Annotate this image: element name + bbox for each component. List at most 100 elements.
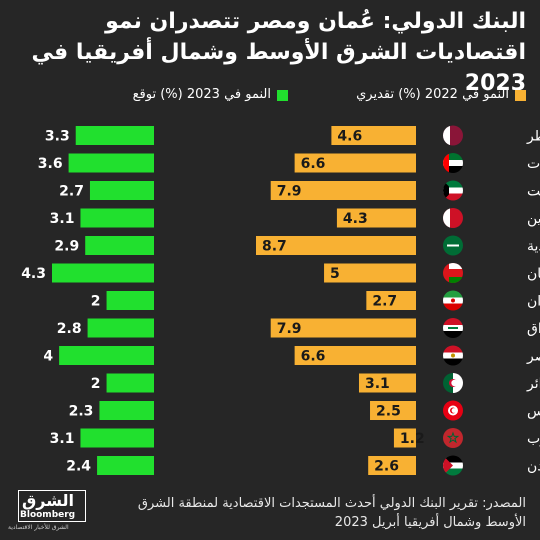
country-label: البحرين: [527, 211, 540, 227]
value-label-2022: 5: [330, 266, 340, 282]
legend-label-2022: النمو في 2022 (%) تقديري: [356, 87, 509, 102]
iran-flag-icon: [443, 290, 463, 311]
morocco-flag-icon-body: [443, 428, 463, 448]
uae-flag-icon-red: [443, 153, 449, 173]
bar-2023: [106, 373, 154, 393]
bar-2022: [336, 208, 416, 228]
value-label-2022: 6.6: [301, 156, 326, 172]
bar-2023: [99, 401, 154, 420]
legend-item-2023: النمو في 2023 (%) توقع: [133, 87, 288, 103]
bar-2023: [68, 153, 154, 173]
oman-flag-icon-white: [449, 263, 463, 269]
bar-2022: [358, 373, 416, 393]
qatar-flag-icon-hoist: [443, 125, 450, 146]
iraq-flag-icon: [443, 318, 463, 338]
uae-flag-icon-black: [443, 166, 463, 173]
logo-frame: [18, 490, 86, 522]
country-label: السعودية: [527, 239, 540, 255]
morocco-flag-icon-star: [446, 431, 460, 444]
country-label: مصر: [526, 349, 540, 365]
bar-2022: [331, 126, 416, 145]
legend-label-2023: النمو في 2023 (%) توقع: [132, 87, 271, 102]
country-label: عُمان: [527, 266, 540, 282]
bar-2022: [270, 181, 416, 200]
jordan-flag-icon: [443, 455, 463, 476]
bar-2022: [393, 428, 416, 448]
bar-2023: [52, 263, 154, 283]
brand-logo: الشرق Bloomberg الشرق للأخبار الاقتصادية: [8, 490, 92, 532]
bar-2023: [87, 318, 154, 338]
bar-2022: [324, 263, 416, 283]
bar-2023: [85, 236, 154, 255]
value-label-2023: 2.9: [54, 239, 79, 255]
value-label-2022: 2.5: [376, 404, 401, 420]
country-label: العراق: [527, 321, 540, 337]
iran-flag-icon-green: [443, 290, 463, 298]
oman-flag-icon-body: [443, 263, 463, 283]
kuwait-flag-icon-body: [443, 180, 463, 201]
bar-2023: [106, 291, 154, 310]
value-label-2022: 8.7: [262, 239, 287, 255]
saudi-flag-icon-emblem: [447, 244, 459, 247]
legend-item-2022: النمو في 2022 (%) تقديري: [356, 87, 526, 103]
value-label-2022: 4.6: [337, 129, 362, 145]
algeria-flag-icon-white: [453, 373, 463, 393]
iran-flag-icon-emblem: [451, 298, 455, 303]
logo-tagline: الشرق للأخبار الاقتصادية: [8, 524, 69, 531]
tunisia-flag-icon-crescent-cut: [451, 408, 457, 413]
bar-2023: [80, 428, 154, 448]
bar-chart: 4.6 3.3 قطر 6.6 3.6 الإمارات 7.9 2.7 الكويت 4.3 3.…: [21, 125, 540, 476]
egypt-flag-icon-red: [443, 345, 463, 353]
value-label-2023: 3.6: [38, 156, 63, 172]
qatar-flag-icon: [443, 125, 463, 146]
iraq-flag-icon-body: [443, 318, 463, 338]
bar-2023: [89, 181, 154, 200]
value-label-2022: 3.1: [365, 376, 390, 392]
saudi-flag-icon-body: [443, 235, 463, 256]
bahrain-flag-icon: [443, 208, 463, 228]
uae-flag-icon: [443, 153, 463, 173]
morocco-flag-icon-field: [443, 428, 463, 448]
kuwait-flag-icon-green: [443, 180, 463, 188]
qatar-flag-icon-body: [443, 125, 463, 146]
bar-2023: [59, 346, 154, 365]
country-label: الكويت: [527, 184, 540, 200]
legend-swatch-2022: [515, 89, 526, 101]
iraq-flag-icon-red: [443, 318, 463, 325]
oman-flag-icon-green: [449, 277, 463, 283]
value-label-2023: 2.7: [59, 184, 84, 200]
country-label: الأردن: [527, 457, 540, 475]
jordan-flag-icon-green: [443, 468, 463, 476]
jordan-flag-icon-triangle: [443, 455, 453, 476]
value-label-2022: 7.9: [277, 321, 302, 337]
value-label-2023: 3.1: [50, 211, 75, 227]
bar-2022: [256, 236, 416, 255]
algeria-flag-icon-body: [443, 373, 463, 393]
tunisia-flag-icon: [443, 400, 463, 421]
jordan-flag-icon-body: [443, 455, 463, 476]
uae-flag-icon-white: [443, 160, 463, 166]
legend-swatch-2023: [277, 89, 288, 101]
bar-2022: [366, 291, 416, 310]
value-label-2023: 2.4: [66, 459, 91, 475]
value-label-2023: 2.8: [57, 321, 82, 337]
value-label-2023: 4.3: [21, 266, 46, 282]
bar-2023: [97, 456, 154, 475]
source-note: المصدر: تقرير البنك الدولي أحدث المستجدا…: [137, 496, 526, 530]
bar-2022: [370, 401, 416, 420]
country-label: قطر: [526, 129, 540, 145]
algeria-flag-icon: [443, 373, 463, 393]
country-label: إيران: [527, 294, 540, 310]
egypt-flag-icon-black: [443, 358, 463, 366]
value-label-2022: 2.7: [372, 294, 397, 310]
tunisia-flag-icon-body: [443, 400, 463, 421]
bar-2022: [270, 318, 416, 338]
iraq-flag-icon-black: [443, 331, 463, 338]
bar-2022: [294, 346, 416, 365]
bar-2022: [294, 153, 416, 173]
value-label-2023: 2.3: [69, 404, 94, 420]
jordan-flag-icon-black: [443, 455, 463, 463]
iraq-flag-icon-script: [448, 327, 458, 329]
value-label-2022: 4.3: [343, 211, 368, 227]
uae-flag-icon-body: [443, 153, 463, 173]
